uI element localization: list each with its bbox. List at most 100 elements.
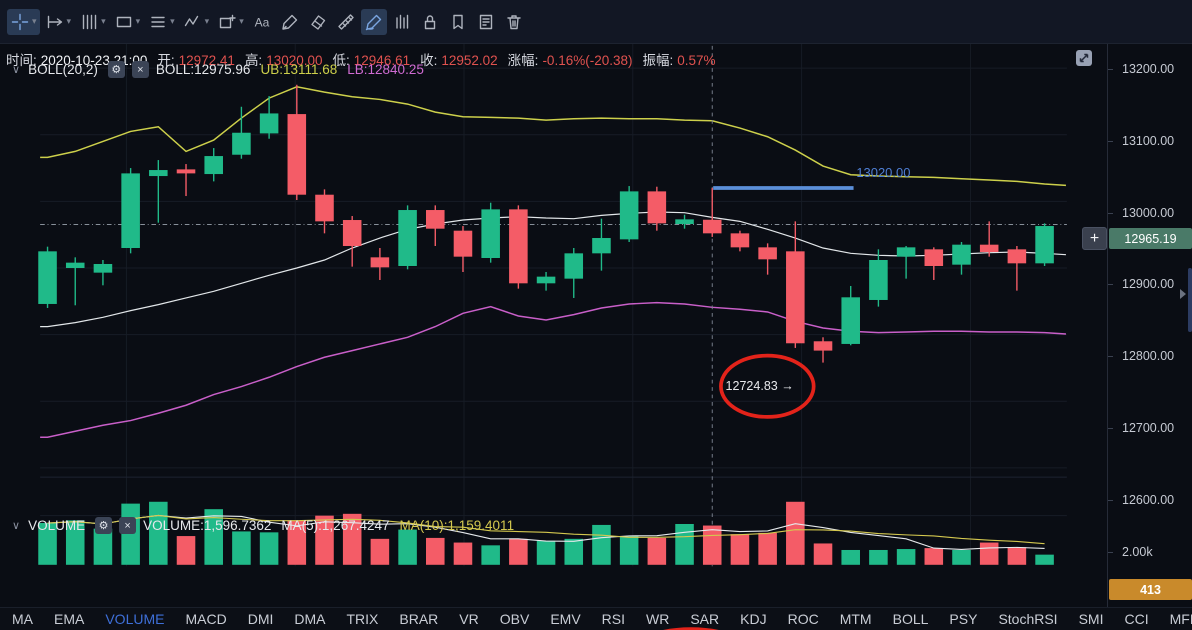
boll-value: BOLL:12975.96: [155, 62, 251, 77]
magic-brush-tool-icon: [282, 14, 297, 30]
tab-cci[interactable]: CCI: [1124, 611, 1149, 627]
tab-psy[interactable]: PSY: [949, 611, 978, 627]
tab-rsi[interactable]: RSI: [601, 611, 626, 627]
volume-bar: [509, 538, 528, 565]
tab-vr[interactable]: VR: [459, 611, 479, 627]
magnet-tool-icon: [396, 14, 408, 29]
tab-stochrsi[interactable]: StochRSI: [998, 611, 1058, 627]
volume-bar: [121, 503, 140, 565]
price-tick-label: 12700.00: [1122, 421, 1175, 436]
price-axis[interactable]: 13200.00 13100.00 13000.00 12900.00 12800.00…: [1107, 44, 1192, 607]
parallel-lines-tool[interactable]: ▾: [145, 9, 178, 35]
lock-tool[interactable]: [417, 9, 443, 35]
tab-boll[interactable]: BOLL: [892, 611, 929, 627]
magic-brush-tool[interactable]: [277, 9, 303, 35]
boll-band-line: [40, 86, 1066, 187]
volume-bar: [1007, 547, 1027, 565]
expand-chart-icon[interactable]: [1076, 50, 1092, 66]
candle: [398, 210, 417, 266]
volume-bar: [952, 549, 971, 565]
chevron-down-icon[interactable]: ▾: [101, 16, 106, 26]
tab-smi[interactable]: SMI: [1078, 611, 1104, 627]
scroll-right-arrow-icon[interactable]: [1180, 289, 1186, 299]
tab-mfi[interactable]: MFI: [1169, 611, 1192, 627]
red-ellipse-annotation[interactable]: [719, 353, 816, 419]
indicator-close-button[interactable]: ×: [119, 517, 137, 534]
eraser-tool[interactable]: [305, 9, 331, 35]
chevron-down-icon[interactable]: ▾: [32, 16, 37, 26]
volume-bar: [287, 520, 307, 565]
volume-bar: [481, 545, 500, 565]
crosshair-tool[interactable]: ▾: [7, 8, 40, 35]
volume-bar: [93, 528, 113, 565]
tab-roc[interactable]: ROC: [787, 611, 819, 627]
ruler-tool[interactable]: [333, 9, 359, 35]
trendline-tool[interactable]: ▾: [42, 9, 75, 35]
pattern-tool[interactable]: ▾: [214, 9, 247, 35]
axis-scrollbar-handle[interactable]: [1188, 268, 1192, 332]
candle: [841, 297, 860, 344]
brush-tool[interactable]: [360, 8, 387, 35]
tab-sar[interactable]: SAR: [690, 611, 720, 627]
chevron-down-icon[interactable]: ▾: [204, 16, 210, 26]
fib-lines-tool[interactable]: ▾: [76, 9, 109, 35]
indicator-settings-button[interactable]: ⚙: [95, 517, 113, 534]
tab-dmi[interactable]: DMI: [247, 611, 274, 627]
info-value: 12972.41: [178, 53, 235, 68]
add-order-button[interactable]: +: [1082, 227, 1107, 250]
tab-volume[interactable]: VOLUME: [105, 611, 165, 627]
candle: [536, 276, 556, 284]
candle: [509, 209, 528, 284]
candlestick-chart[interactable]: 13020.00 12724.83 →: [0, 44, 1107, 607]
indicator-settings-button[interactable]: ⚙: [107, 61, 125, 78]
tab-ma[interactable]: MA: [12, 611, 33, 627]
indicator-close-button[interactable]: ×: [131, 61, 149, 78]
tab-obv[interactable]: OBV: [499, 611, 530, 627]
volume-bar: [38, 523, 57, 565]
bookmark-tool-icon: [453, 14, 463, 29]
info-label: 涨幅:: [507, 53, 539, 68]
collapse-chevron-icon[interactable]: ∨: [12, 64, 21, 76]
info-label: 时间:: [6, 53, 37, 68]
bookmark-tool[interactable]: [445, 9, 471, 35]
candle: [93, 263, 113, 273]
candle: [259, 113, 279, 134]
tab-wr[interactable]: WR: [646, 611, 670, 627]
volume-bar: [370, 538, 390, 565]
volume-bar: [730, 534, 750, 565]
delete-tool[interactable]: [501, 9, 527, 35]
collapse-chevron-icon[interactable]: ∨: [12, 520, 21, 532]
rectangle-tool-icon: [116, 16, 131, 27]
tab-dma[interactable]: DMA: [294, 611, 326, 627]
order-note-tool[interactable]: [473, 9, 499, 35]
volume-bar: [315, 515, 334, 565]
wave-tool[interactable]: ▾: [180, 9, 213, 35]
order-note-tool-icon: [479, 14, 492, 29]
tab-kdj[interactable]: KDJ: [740, 611, 767, 627]
chevron-down-icon[interactable]: ▾: [170, 16, 175, 26]
candle: [564, 253, 584, 279]
price-tick-label: 12600.00: [1122, 492, 1175, 507]
tab-macd[interactable]: MACD: [185, 611, 227, 627]
chevron-down-icon[interactable]: ▾: [66, 16, 72, 26]
chevron-down-icon[interactable]: ▾: [135, 16, 141, 26]
info-value: 12952.02: [441, 53, 498, 68]
tab-trix[interactable]: TRIX: [346, 611, 379, 627]
tab-brar[interactable]: BRAR: [399, 611, 439, 627]
candle: [426, 210, 445, 229]
text-tool[interactable]: Aa: [249, 9, 275, 35]
wave-tool-icon: [184, 15, 198, 26]
volume-bar: [342, 513, 362, 565]
volume-title: VOLUME: [28, 518, 86, 533]
tab-ema[interactable]: EMA: [54, 611, 85, 627]
chevron-down-icon[interactable]: ▾: [239, 16, 244, 26]
info-value: -0.16%(-20.38): [542, 53, 633, 68]
volume-bar: [647, 537, 667, 565]
price-tick-label: 13100.00: [1122, 133, 1175, 148]
rectangle-tool[interactable]: ▾: [111, 9, 144, 35]
volume-indicator-header: ∨ VOLUME ⚙ × VOLUME:1,596.7362 MA(5):1,267.42…: [8, 517, 524, 534]
tab-emv[interactable]: EMV: [550, 611, 581, 627]
last-price-badge: 12965.19: [1109, 228, 1192, 250]
magnet-tool[interactable]: [389, 9, 415, 35]
tab-mtm[interactable]: MTM: [839, 611, 872, 627]
